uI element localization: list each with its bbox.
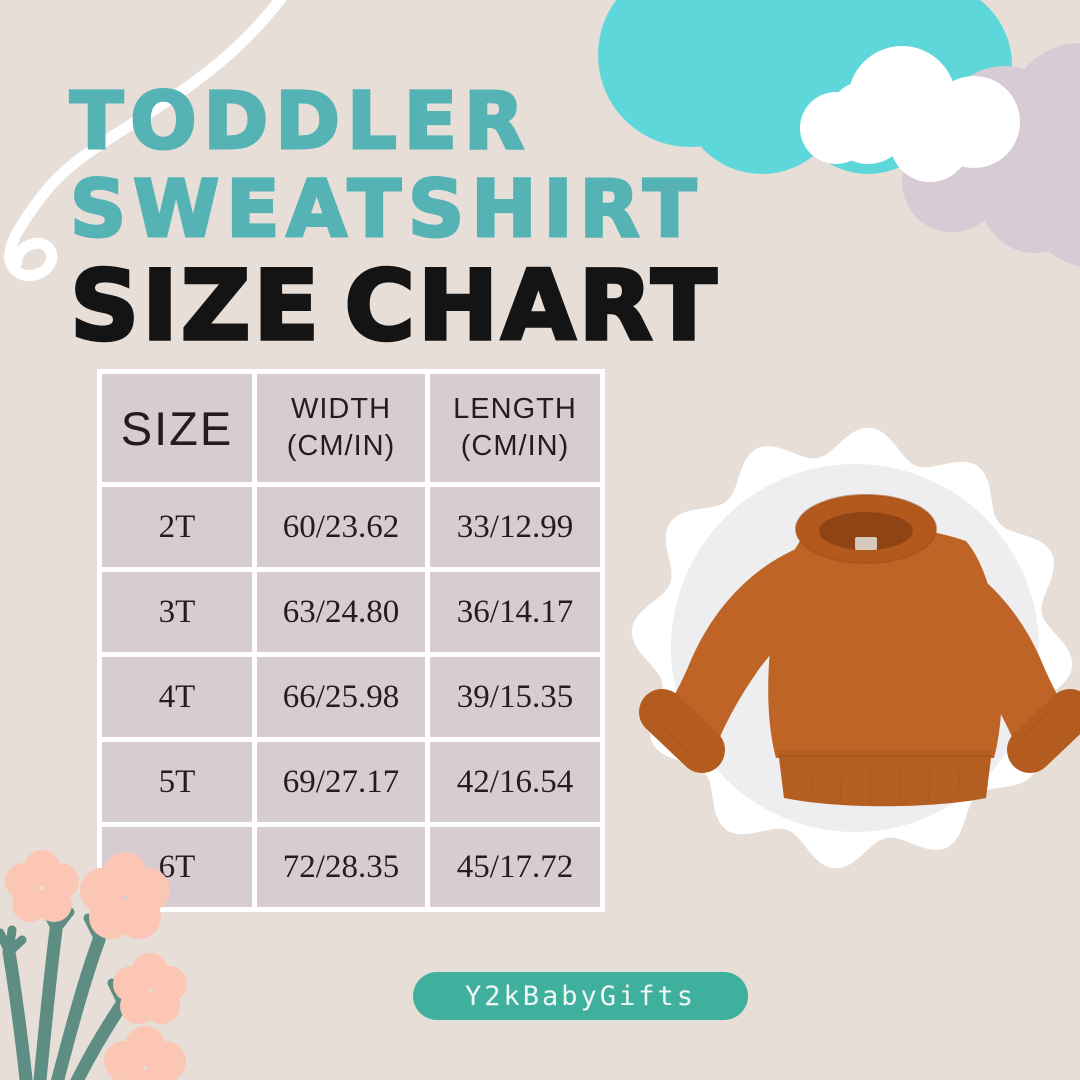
neck-tag xyxy=(855,537,877,550)
table-row-4t-width: 66/25.98 xyxy=(257,657,425,737)
page-title: TODDLER SWEATSHIRT SIZE CHART xyxy=(68,77,720,362)
flower-sepals-icon xyxy=(0,900,142,1009)
table-row-4t-length: 39/15.35 xyxy=(430,657,600,737)
size-table: SIZE WIDTH (CM/IN) LENGTH (CM/IN) 2T 60/… xyxy=(97,369,605,912)
header-size: SIZE xyxy=(102,374,252,482)
title-line-size-chart: SIZE CHART xyxy=(68,250,720,362)
sweatshirt-photo xyxy=(639,494,1080,807)
table-row-3t-width: 63/24.80 xyxy=(257,572,425,652)
table-row-6t-width: 72/28.35 xyxy=(257,827,425,907)
table-row-3t-size: 3T xyxy=(102,572,252,652)
header-length: LENGTH (CM/IN) xyxy=(430,374,600,482)
title-line-sweatshirt: SWEATSHIRT xyxy=(69,165,704,256)
table-row-3t-length: 36/14.17 xyxy=(430,572,600,652)
title-line-toddler: TODDLER xyxy=(69,77,532,168)
table-row-2t-width: 60/23.62 xyxy=(257,487,425,567)
shop-name: Y2kBabyGifts xyxy=(464,980,697,1012)
table-row-4t-size: 4T xyxy=(102,657,252,737)
table-row-5t-length: 42/16.54 xyxy=(430,742,600,822)
table-row-6t-length: 45/17.72 xyxy=(430,827,600,907)
table-row-2t-length: 33/12.99 xyxy=(430,487,600,567)
table-row-6t-size: 6T xyxy=(102,827,252,907)
white-cloud-icon xyxy=(800,46,1020,182)
scalloped-photo-frame xyxy=(631,427,1073,869)
table-row-5t-size: 5T xyxy=(102,742,252,822)
flower-stems-icon xyxy=(2,923,129,1080)
table-row-2t-size: 2T xyxy=(102,487,252,567)
photo-background xyxy=(671,464,1039,832)
shop-badge: Y2kBabyGifts xyxy=(413,972,748,1020)
table-row-5t-width: 69/27.17 xyxy=(257,742,425,822)
header-width: WIDTH (CM/IN) xyxy=(257,374,425,482)
purple-cloud-icon xyxy=(902,43,1080,267)
